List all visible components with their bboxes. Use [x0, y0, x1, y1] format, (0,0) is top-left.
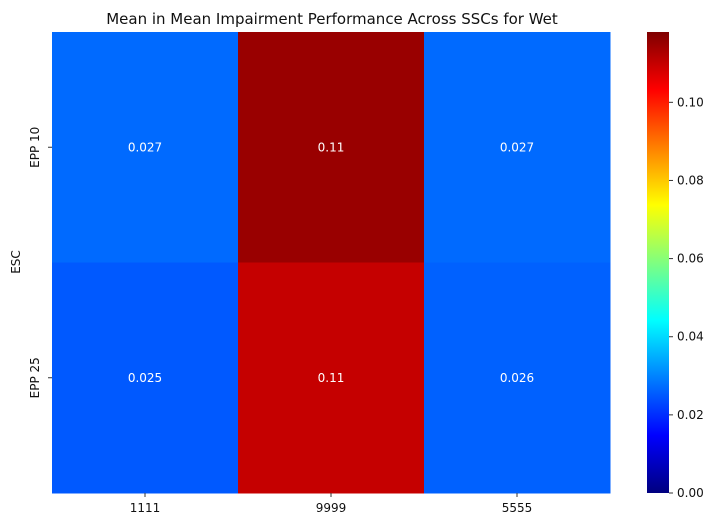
cell-annotation: 0.11 [318, 140, 345, 154]
x-tick-label: 9999 [316, 501, 347, 515]
colorbar-tick-label: 0.06 [677, 252, 704, 266]
x-axis-ticks: 1111 9999 5555 [130, 493, 533, 515]
cell-annotation: 0.025 [128, 371, 162, 385]
colorbar-tick-label: 0.10 [677, 95, 704, 109]
heatmap-cells [52, 32, 611, 494]
y-axis-ticks: EPP 10 EPP 25 [28, 127, 52, 398]
y-axis-label: ESC [9, 250, 23, 274]
colorbar-tick-label: 0.04 [677, 330, 704, 344]
chart-title: Mean in Mean Impairment Performance Acro… [106, 10, 558, 28]
colorbar-tick-label: 0.00 [677, 486, 704, 500]
heatmap-cell [52, 262, 239, 494]
cell-annotation: 0.11 [318, 371, 345, 385]
heatmap-cell [52, 32, 239, 263]
cell-annotation: 0.027 [500, 140, 534, 154]
heatmap-cell [424, 32, 611, 263]
colorbar-tick-label: 0.02 [677, 408, 704, 422]
x-tick-label: 5555 [502, 501, 533, 515]
cell-annotation: 0.027 [128, 140, 162, 154]
cell-annotation: 0.026 [500, 371, 534, 385]
x-tick-label: 1111 [130, 501, 161, 515]
colorbar [647, 32, 669, 493]
heatmap-cell [238, 32, 425, 263]
colorbar-tick-label: 0.08 [677, 173, 704, 187]
heatmap-cell [238, 262, 425, 494]
y-tick-label: EPP 25 [28, 357, 42, 398]
heatmap-cell [424, 262, 611, 494]
colorbar-ticks: 0.00 0.02 0.04 0.06 0.08 0.10 [669, 95, 704, 500]
cell-annotations: 0.027 0.11 0.027 0.025 0.11 0.026 [128, 140, 534, 385]
y-tick-label: EPP 10 [28, 127, 42, 168]
